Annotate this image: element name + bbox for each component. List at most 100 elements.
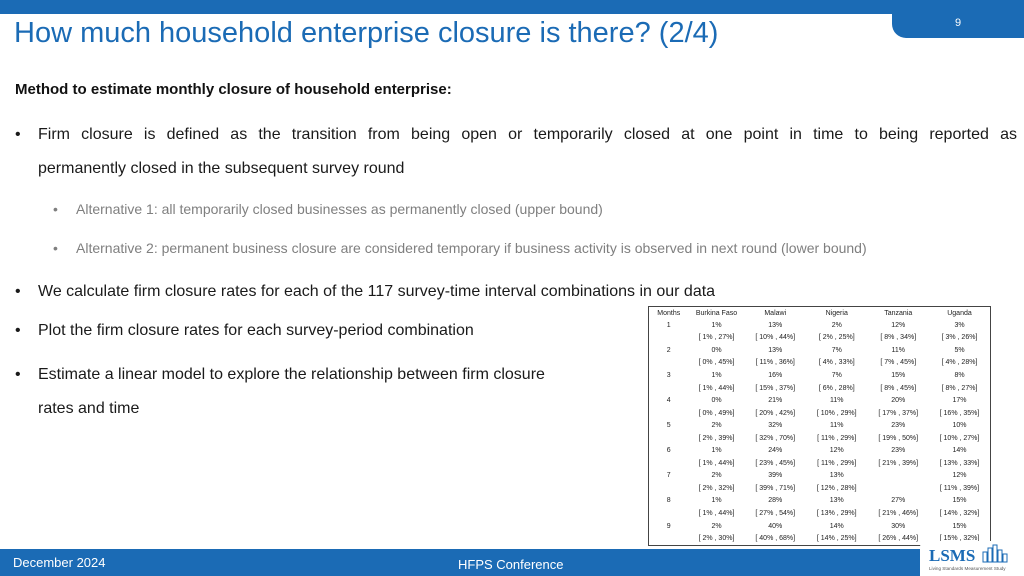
table-cell: [868, 482, 930, 495]
table-cell: 10%: [952, 422, 967, 430]
table-cell: [ 8% , 45%]: [880, 384, 917, 392]
table-cell: 11%: [891, 346, 906, 354]
table-cell: 4: [666, 397, 671, 405]
table-cell: [649, 457, 689, 470]
table-cell: [ 2% , 32%]: [698, 484, 735, 492]
table-cell: 3: [666, 371, 671, 379]
table-header-cell: Uganda: [947, 309, 972, 317]
bullet-dot: •: [15, 322, 21, 339]
bullet-text: Plot the firm closure rates for each sur…: [38, 322, 474, 339]
table-body: 1 1% 13% 2% 12% 3%[ 1% , 27%][ 10% , 44%][ 2%…: [649, 319, 991, 546]
table-cell: [ 20% , 42%]: [755, 409, 796, 417]
table-header-cell: Burkina Faso: [695, 309, 738, 317]
table-cell: [ 32% , 70%]: [755, 434, 796, 442]
table-cell: 12%: [952, 472, 967, 480]
table-cell: [ 6% , 28%]: [818, 384, 855, 392]
table-cell: [ 2% , 30%]: [698, 535, 735, 543]
table-cell: [ 1% , 44%]: [698, 459, 735, 467]
table-cell: 32%: [768, 422, 783, 430]
table-row: 9 2% 40% 14% 30% 15%: [649, 520, 991, 533]
table-row: 5 2% 32% 11% 23% 10%: [649, 419, 991, 432]
bullet-closure-rates: • We calculate firm closure rates for ea…: [15, 275, 715, 309]
table-cell: [ 0% , 45%]: [698, 359, 735, 367]
table-cell: [ 26% , 44%]: [878, 535, 919, 543]
table-cell: [ 11% , 29%]: [817, 459, 857, 467]
sub-bullet-alternative-1: • Alternative 1: all temporarily closed …: [53, 201, 603, 217]
footer-date: December 2024: [13, 555, 106, 570]
footer-conference: HFPS Conference: [458, 557, 564, 572]
table-cell: [ 11% , 39%]: [939, 484, 980, 492]
table-cell: 21%: [768, 397, 783, 405]
table-cell: [ 7% , 45%]: [880, 359, 917, 367]
table-cell: [649, 357, 689, 370]
lsms-logo-icon: LSMS Living Standards Measurement Study: [929, 544, 1008, 571]
table-cell: [ 4% , 33%]: [818, 359, 855, 367]
table-cell: [649, 382, 689, 395]
table-cell: [ 10% , 27%]: [939, 434, 980, 442]
table-cell: 1%: [711, 447, 722, 455]
table-cell: 11%: [830, 397, 844, 405]
table-cell: [ 2% , 39%]: [698, 434, 735, 442]
table-cell: 12%: [891, 321, 906, 329]
table-cell: 6: [666, 447, 671, 455]
table-cell: [ 23% , 45%]: [755, 459, 796, 467]
table-cell: [649, 507, 689, 520]
bullet-text-continuation: permanently closed in the subsequent sur…: [38, 160, 405, 177]
bullet-text: We calculate firm closure rates for each…: [38, 283, 716, 300]
table-cell: 16%: [768, 371, 783, 379]
table-cell: 23%: [891, 422, 906, 430]
table-cell: 39%: [768, 472, 783, 480]
table-cell: 8: [666, 497, 671, 505]
table-cell: [ 14% , 32%]: [939, 509, 980, 517]
table-cell: [ 11% , 29%]: [817, 434, 857, 442]
table-row: 8 1% 28% 13% 27% 15%: [649, 495, 991, 508]
table-cell: [ 0% , 49%]: [698, 409, 735, 417]
table-cell: [ 8% , 27%]: [941, 384, 978, 392]
table-cell: [ 39% , 71%]: [755, 484, 796, 492]
table-cell: [ 4% , 28%]: [941, 359, 978, 367]
sub-bullet-text: Alternative 2: permanent business closur…: [76, 240, 867, 256]
table-cell: [ 14% , 25%]: [816, 535, 857, 543]
table-cell: 13%: [768, 346, 783, 354]
bullet-text: Estimate a linear model to explore the r…: [38, 366, 545, 383]
table-cell: 11%: [830, 422, 844, 430]
table-cell: [ 17% , 37%]: [878, 409, 919, 417]
table-cell: 1%: [711, 371, 722, 379]
table-cell: [ 11% , 36%]: [755, 359, 795, 367]
sub-bullet-text: Alternative 1: all temporarily closed bu…: [76, 201, 603, 217]
table-cell: 8%: [954, 371, 965, 379]
table-cell: 7: [666, 472, 671, 480]
table-cell: [649, 332, 689, 345]
table-cell: 1: [666, 321, 671, 329]
table-cell: 14%: [952, 447, 967, 455]
bullet-firm-closure-definition: • Firm closure is defined as the transit…: [15, 118, 1017, 152]
table-cell: [ 12% , 28%]: [816, 484, 857, 492]
page-number: 9: [892, 0, 1024, 38]
table-cell: 23%: [891, 447, 906, 455]
table-cell: 5: [666, 422, 671, 430]
table-cell: 13%: [768, 321, 783, 329]
table-cell: 3%: [954, 321, 965, 329]
table-cell: [ 15% , 37%]: [755, 384, 796, 392]
table-row: [ 1% , 27%] [ 10% , 44%] [ 2% , 25%] [ 8% ,…: [649, 332, 991, 345]
table-cell: 27%: [891, 497, 906, 505]
table-row: [ 1% , 44%] [ 27% , 54%] [ 13% , 29%] [ 21%…: [649, 507, 991, 520]
bullet-dot: •: [53, 240, 58, 256]
table-cell: [ 1% , 44%]: [698, 384, 735, 392]
table-row: [ 2% , 30%] [ 40% , 68%] [ 14% , 25%] [ 26%…: [649, 532, 991, 545]
table-row: 6 1% 24% 12% 23% 14%: [649, 444, 991, 457]
table-row: [ 0% , 49%] [ 20% , 42%] [ 10% , 29%] [ 17%…: [649, 407, 991, 420]
top-accent-bar: [0, 0, 1024, 14]
table-cell: 24%: [768, 447, 783, 455]
table-cell: [ 3% , 26%]: [941, 334, 978, 342]
table-cell: 15%: [952, 497, 967, 505]
table-cell: 0%: [711, 346, 722, 354]
closure-rates-table: Months Burkina Faso Malawi Nigeria Tanza…: [648, 306, 991, 546]
table-row: 7 2% 39% 13% 12%: [649, 470, 991, 483]
table-cell: [ 15% , 32%]: [939, 535, 980, 543]
table-cell: [ 1% , 44%]: [698, 509, 735, 517]
slide-title: How much household enterprise closure is…: [14, 17, 719, 49]
table-cell: [649, 432, 689, 445]
table-cell: 28%: [768, 497, 783, 505]
table-cell: [ 27% , 54%]: [755, 509, 796, 517]
